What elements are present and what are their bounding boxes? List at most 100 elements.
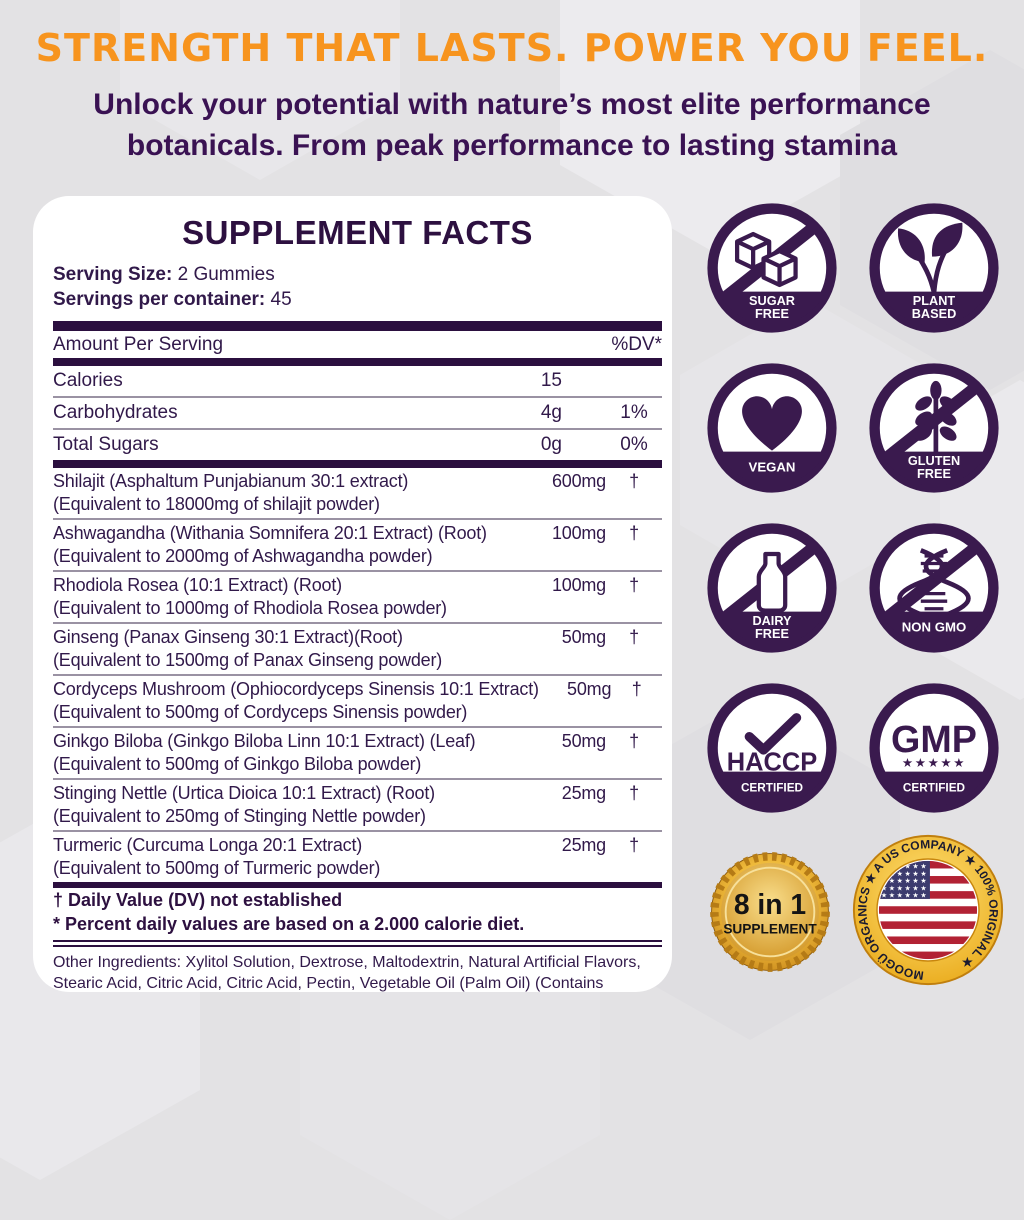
checkmark-icon: HACCP CERTIFIED bbox=[707, 683, 837, 813]
ingredient-amount: 50mg bbox=[561, 731, 606, 751]
seal-8in1-text: 8 in 1 bbox=[734, 888, 806, 920]
gmp-stars: ★★★★★ bbox=[902, 756, 966, 770]
badge-gluten-free: GLUTEN FREE bbox=[868, 362, 1000, 494]
macro-amount: 15 bbox=[540, 370, 562, 391]
ingredient-equivalent: (Equivalent to 1500mg of Panax Ginseng p… bbox=[53, 649, 443, 670]
ingredient-amount: 50mg bbox=[561, 627, 606, 647]
gmp-text: GMP bbox=[891, 718, 977, 760]
ingredient-dv: † bbox=[629, 523, 639, 543]
table-row-turmeric: Turmeric (Curcuma Longa 20:1 Extract) 25m… bbox=[53, 832, 662, 882]
flag-stars-row: ★★★★★★ bbox=[881, 890, 928, 899]
dv-header: %DV* bbox=[611, 333, 662, 355]
badge-vegan: VEGAN bbox=[706, 362, 838, 494]
ingredient-amount: 50mg bbox=[567, 679, 612, 699]
servings-label: Servings per container: bbox=[53, 289, 266, 310]
macro-dv: 0% bbox=[620, 434, 648, 455]
ingredient-dv: † bbox=[631, 679, 642, 699]
ingredient-name: Ginkgo Biloba (Ginkgo Biloba Linn 10:1 E… bbox=[53, 731, 476, 751]
dna-icon: NON GMO bbox=[869, 523, 999, 653]
table-row-shilajit: Shilajit (Asphaltum Punjabianum 30:1 ext… bbox=[53, 468, 662, 520]
divider-bar bbox=[53, 882, 662, 888]
seal-supplement-text: SUPPLEMENT bbox=[723, 922, 817, 937]
badge-label: FREE bbox=[917, 466, 951, 481]
ingredient-equivalent: (Equivalent to 2000mg of Ashwagandha pow… bbox=[53, 545, 433, 566]
page-title: STRENGTH THAT LASTS. POWER YOU FEEL. bbox=[35, 26, 989, 70]
ingredient-name: Shilajit (Asphaltum Punjabianum 30:1 ext… bbox=[53, 471, 409, 491]
badge-label: PLANT bbox=[913, 293, 956, 308]
flag-stars-row: ★★★★★★ bbox=[881, 869, 928, 878]
footnote-percent-dv: * Percent daily values are based on a 2.… bbox=[53, 914, 525, 934]
divider-double-line bbox=[53, 940, 662, 947]
macro-name: Carbohydrates bbox=[53, 402, 178, 423]
supplement-facts-panel: SUPPLEMENT FACTS Serving Size: 2 Gummies… bbox=[33, 196, 672, 992]
seal-8-in-1: 8 in 1 SUPPLEMENT bbox=[704, 846, 836, 978]
ingredient-amount: 600mg bbox=[551, 471, 606, 491]
badge-gmp-certified: GMP ★★★★★ CERTIFIED bbox=[868, 682, 1000, 814]
table-row-calories: Calories 15 bbox=[53, 366, 662, 398]
divider-bar bbox=[53, 321, 662, 331]
ingredient-dv: † bbox=[629, 783, 639, 803]
badge-label: GLUTEN bbox=[908, 453, 960, 468]
us-flag-seal-icon: ★★★★★★ ★★★★★★ ★★★★★★ ★★★★★★ ★★★★★★ MOOGÜ… bbox=[852, 834, 1004, 986]
ingredient-dv: † bbox=[629, 627, 639, 647]
ingredient-equivalent: (Equivalent to 250mg of Stinging Nettle … bbox=[53, 805, 426, 826]
serving-size-value: 2 Gummies bbox=[172, 264, 275, 285]
serving-size-line: Serving Size: 2 Gummies bbox=[53, 262, 662, 287]
badge-label: DAIRY bbox=[752, 613, 792, 628]
table-row-ginkgo: Ginkgo Biloba (Ginkgo Biloba Linn 10:1 E… bbox=[53, 728, 662, 780]
servings-per-container-line: Servings per container: 45 bbox=[53, 287, 662, 312]
plant-leaves-icon: PLANT BASED bbox=[869, 203, 999, 333]
ingredient-dv: † bbox=[629, 575, 639, 595]
milk-bottle-icon: DAIRY FREE bbox=[707, 523, 837, 653]
page-subtitle: Unlock your potential with nature’s most… bbox=[93, 88, 931, 162]
wheat-icon: GLUTEN FREE bbox=[869, 363, 999, 493]
ingredient-amount: 100mg bbox=[551, 523, 606, 543]
macro-dv: 1% bbox=[620, 402, 648, 423]
servings-value: 45 bbox=[265, 289, 292, 310]
amount-per-serving-header: Amount Per Serving bbox=[53, 333, 224, 355]
ingredient-equivalent: (Equivalent to 1000mg of Rhodiola Rosea … bbox=[53, 597, 447, 618]
divider-bar bbox=[53, 460, 662, 468]
badge-label: CERTIFIED bbox=[741, 781, 803, 794]
ingredient-amount: 25mg bbox=[561, 783, 606, 803]
badge-label: BASED bbox=[912, 306, 957, 321]
ingredient-name: Ashwagandha (Withania Somnifera 20:1 Ext… bbox=[53, 523, 487, 543]
macro-name: Calories bbox=[53, 370, 123, 391]
ingredient-name: Stinging Nettle (Urtica Dioica 10:1 Extr… bbox=[53, 783, 435, 803]
table-row-ashwagandha: Ashwagandha (Withania Somnifera 20:1 Ext… bbox=[53, 520, 662, 572]
badge-dairy-free: DAIRY FREE bbox=[706, 522, 838, 654]
ingredient-name: Turmeric (Curcuma Longa 20:1 Extract) bbox=[53, 835, 363, 855]
flag-stars-row: ★★★★★★ bbox=[881, 883, 928, 892]
ingredient-dv: † bbox=[629, 731, 639, 751]
badge-sugar-free: SUGAR FREE bbox=[706, 202, 838, 334]
badge-non-gmo: NON GMO bbox=[868, 522, 1000, 654]
badge-label: FREE bbox=[755, 626, 789, 641]
macro-amount: 0g bbox=[540, 434, 562, 455]
macro-name: Total Sugars bbox=[53, 434, 159, 455]
table-row-cordyceps: Cordyceps Mushroom (Ophiocordyceps Sinen… bbox=[53, 676, 662, 728]
table-row-rhodiola: Rhodiola Rosea (10:1 Extract) (Root) 100m… bbox=[53, 572, 662, 624]
heart-icon: VEGAN bbox=[707, 363, 837, 493]
facts-title: SUPPLEMENT FACTS bbox=[182, 214, 533, 251]
ingredient-dv: † bbox=[629, 835, 639, 855]
other-ingredients: Other Ingredients: Xylitol Solution, Dex… bbox=[53, 954, 641, 992]
gmp-stars-icon: GMP ★★★★★ CERTIFIED bbox=[869, 683, 999, 813]
us-flag: ★★★★★★ ★★★★★★ ★★★★★★ ★★★★★★ ★★★★★★ bbox=[878, 860, 978, 960]
ingredient-equivalent: (Equivalent to 500mg of Turmeric powder) bbox=[53, 857, 381, 878]
divider-bar bbox=[53, 358, 662, 366]
serving-size-label: Serving Size: bbox=[53, 264, 173, 285]
ingredient-name: Cordyceps Mushroom (Ophiocordyceps Sinen… bbox=[53, 679, 539, 699]
ingredient-amount: 100mg bbox=[551, 575, 606, 595]
badge-label: VEGAN bbox=[749, 459, 796, 474]
badge-label: NON GMO bbox=[902, 619, 966, 634]
table-row-ginseng: Ginseng (Panax Ginseng 30:1 Extract)(Roo… bbox=[53, 624, 662, 676]
ingredient-equivalent: (Equivalent to 500mg of Ginkgo Biloba po… bbox=[53, 753, 422, 774]
badge-label: SUGAR bbox=[749, 293, 795, 308]
sugar-cubes-icon: SUGAR FREE bbox=[707, 203, 837, 333]
ingredient-equivalent: (Equivalent to 500mg of Cordyceps Sinens… bbox=[53, 701, 468, 722]
facts-header-row: Amount Per Serving %DV* bbox=[53, 331, 662, 358]
footnote-daily-value: † Daily Value (DV) not established bbox=[53, 890, 343, 910]
page: { "colors": { "accent_orange": "#F7941E"… bbox=[33, 26, 1004, 992]
ingredient-dv: † bbox=[629, 471, 639, 491]
macro-amount: 4g bbox=[540, 402, 562, 423]
